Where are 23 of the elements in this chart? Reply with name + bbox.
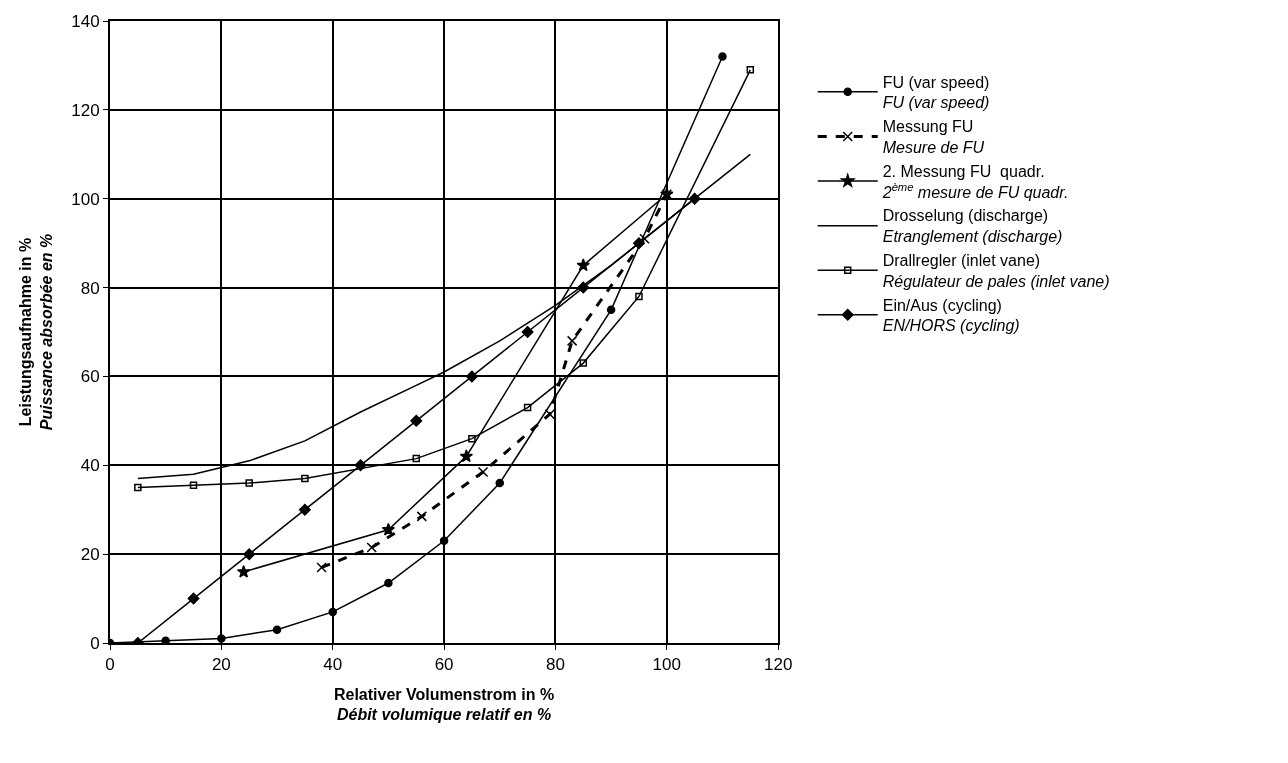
y-tick-label: 40: [80, 456, 100, 476]
x-tick-label: 60: [434, 655, 454, 675]
y-tick-label: 100: [71, 189, 100, 209]
y-tick-label: 140: [71, 11, 100, 31]
x-tick-label: 40: [323, 655, 343, 675]
legend-label: Drosselung (discharge) Etranglement (discharge): [882, 207, 1063, 246]
y-tick-label: 80: [80, 278, 100, 298]
legend-label: Messung FU Mesure de FU: [882, 118, 985, 157]
legend-label: 2. Messung FU quadr. 2$^{ème}$ mesure de FU quadr.: [881, 162, 1069, 201]
y-tick-label: 20: [80, 545, 100, 565]
y-tick-label: 60: [80, 367, 100, 387]
y-tick-label: 0: [90, 633, 100, 653]
x-tick-label: 0: [105, 655, 115, 675]
x-tick-label: 20: [211, 655, 231, 675]
x-tick-label: 120: [763, 655, 793, 675]
y-axis-title: Leistungsaufnahme in % Puissance absorbée en %: [16, 233, 55, 431]
x-axis-title: Relativer Volumenstrom in % Débit volumique relatif en %: [333, 685, 555, 724]
legend-label: Ein/Aus (cycling) EN/HORS (cycling): [882, 296, 1020, 335]
legend-label: Drallregler (inlet vane) Régulateur de pales (inlet vane): [882, 252, 1110, 290]
x-tick-label: 100: [652, 655, 681, 675]
y-tick-label: 120: [71, 100, 100, 120]
legend-label: FU (var speed) FU (var speed): [882, 73, 990, 112]
x-tick-label: 80: [545, 655, 565, 675]
